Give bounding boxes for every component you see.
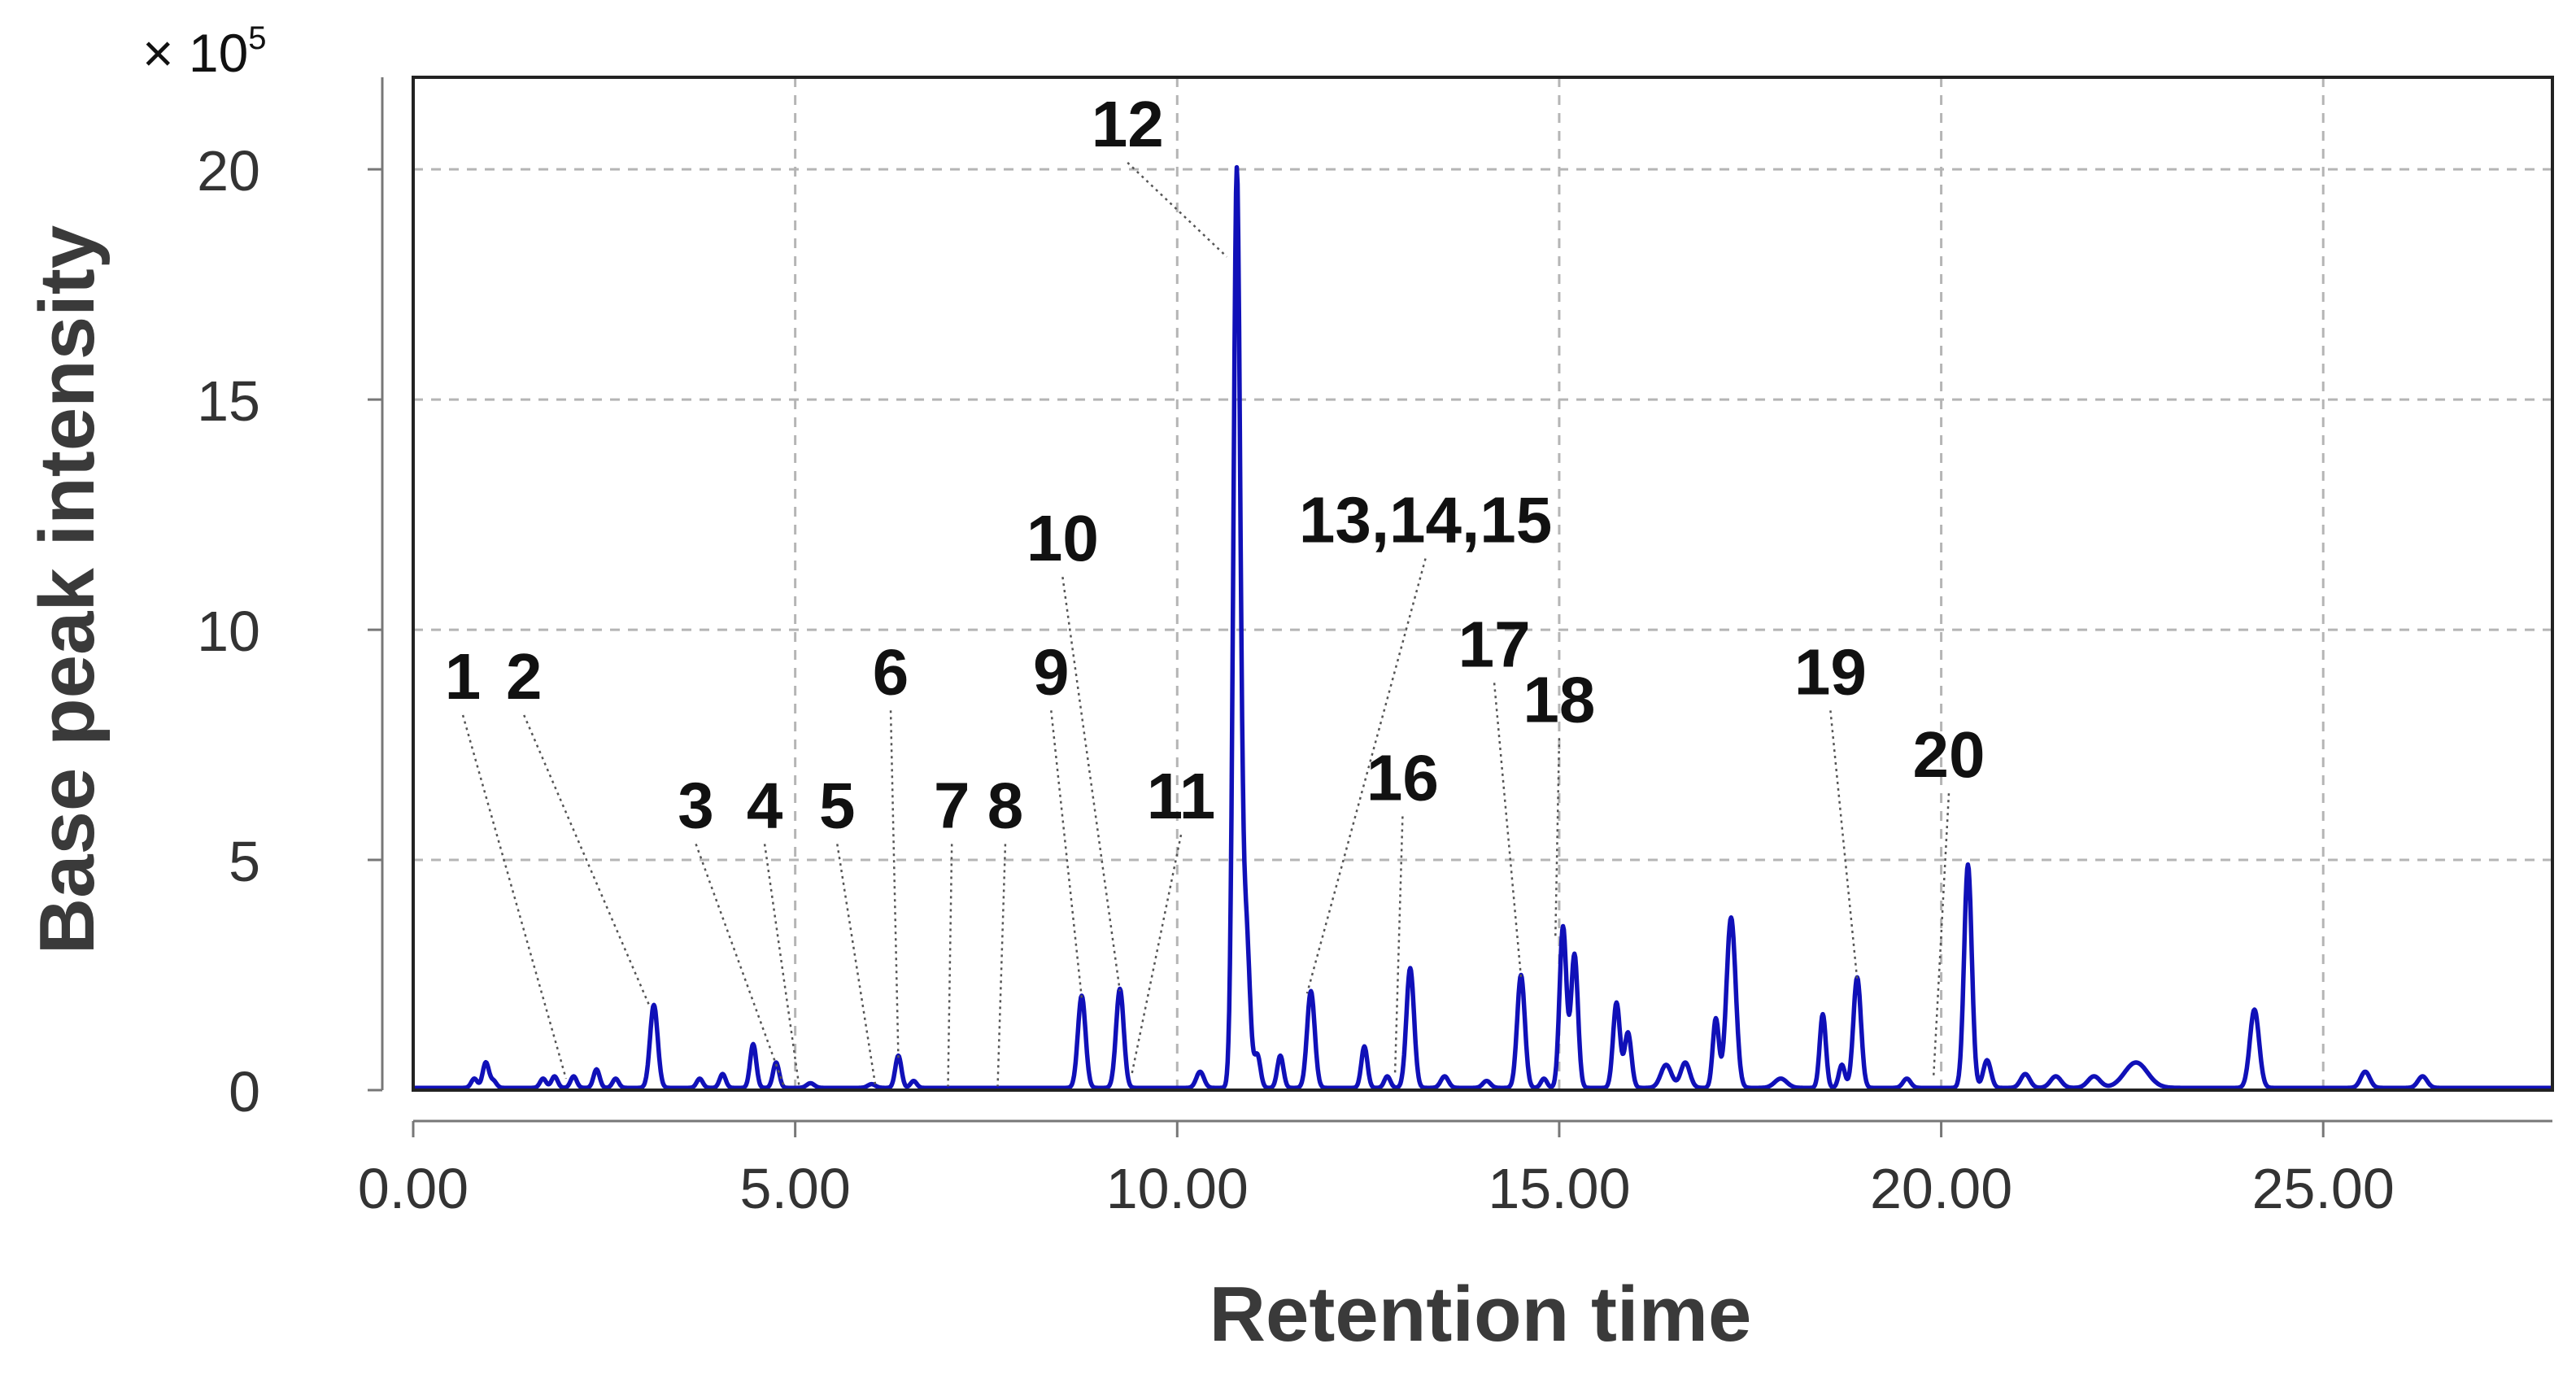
x-tick-label: 10.00 [1106,1157,1249,1220]
peak-leader-line [1130,834,1183,1077]
y-axis-title: Base peak intensity [24,225,111,954]
peak-leader-line [1050,710,1083,998]
peak-label: 4 [747,769,783,841]
peak-label: 9 [1033,635,1070,708]
x-tick-label: 0.00 [358,1157,469,1220]
peak-leader-line [523,714,652,1008]
peak-leader-line [1829,710,1859,980]
peak-leader-line [836,844,877,1086]
peak-label: 8 [987,769,1024,841]
y-tick-label: 5 [229,830,260,893]
peak-leader-line [996,844,1007,1087]
peak-label: 10 [1026,502,1099,574]
peak-label: 16 [1366,741,1439,814]
grid-layer [413,77,2552,1090]
peak-label: 18 [1523,663,1595,735]
peak-leader-line [461,714,568,1080]
plot-frame [412,76,2554,1092]
peak-label: 12 [1092,88,1164,160]
y-multiplier-exponent: 5 [248,20,266,56]
y-tick-label: 15 [197,369,260,433]
y-multiplier-prefix: × 10 [142,23,248,83]
y-tick-label: 0 [229,1060,260,1123]
peak-label: 20 [1912,718,1985,791]
frame-layer [381,76,2554,1123]
peak-label: 1 [445,640,482,713]
peak-label: 3 [678,769,714,841]
x-tick-label: 5.00 [740,1157,851,1220]
peak-label: 19 [1794,635,1867,708]
x-tick-label: 15.00 [1488,1157,1630,1220]
peak-label: 7 [934,769,970,841]
peak-label: 11 [1147,760,1216,832]
peak-label: 5 [819,769,856,841]
peak-leader-line [947,844,953,1087]
peak-leader-line [695,844,785,1086]
peak-leader-line [889,710,900,1058]
peak-label: 2 [506,640,543,713]
leader-layer [461,161,1951,1087]
y-multiplier-label: × 105 [142,20,267,83]
y-tick-label: 10 [197,600,260,663]
peak-leader-line [1393,816,1404,1077]
series-line-base-peak [412,164,2554,1090]
y-tick-label: 20 [197,139,260,203]
peak-leader-line [1061,577,1122,992]
x-axis-title: Retention time [1210,1271,1752,1358]
x-tick-label: 20.00 [1870,1157,2012,1220]
peak-leader-line [1932,793,1951,1077]
peak-leader-line [1554,738,1561,939]
peak-leader-line [1493,683,1523,978]
peak-label: 17 [1458,608,1531,680]
peak-label: 13,14,15 [1299,484,1552,556]
peak-leader-line [763,844,800,1086]
trace-layer [412,164,2554,1090]
peak-label: 6 [873,635,909,708]
x-tick-label: 25.00 [2252,1157,2395,1220]
